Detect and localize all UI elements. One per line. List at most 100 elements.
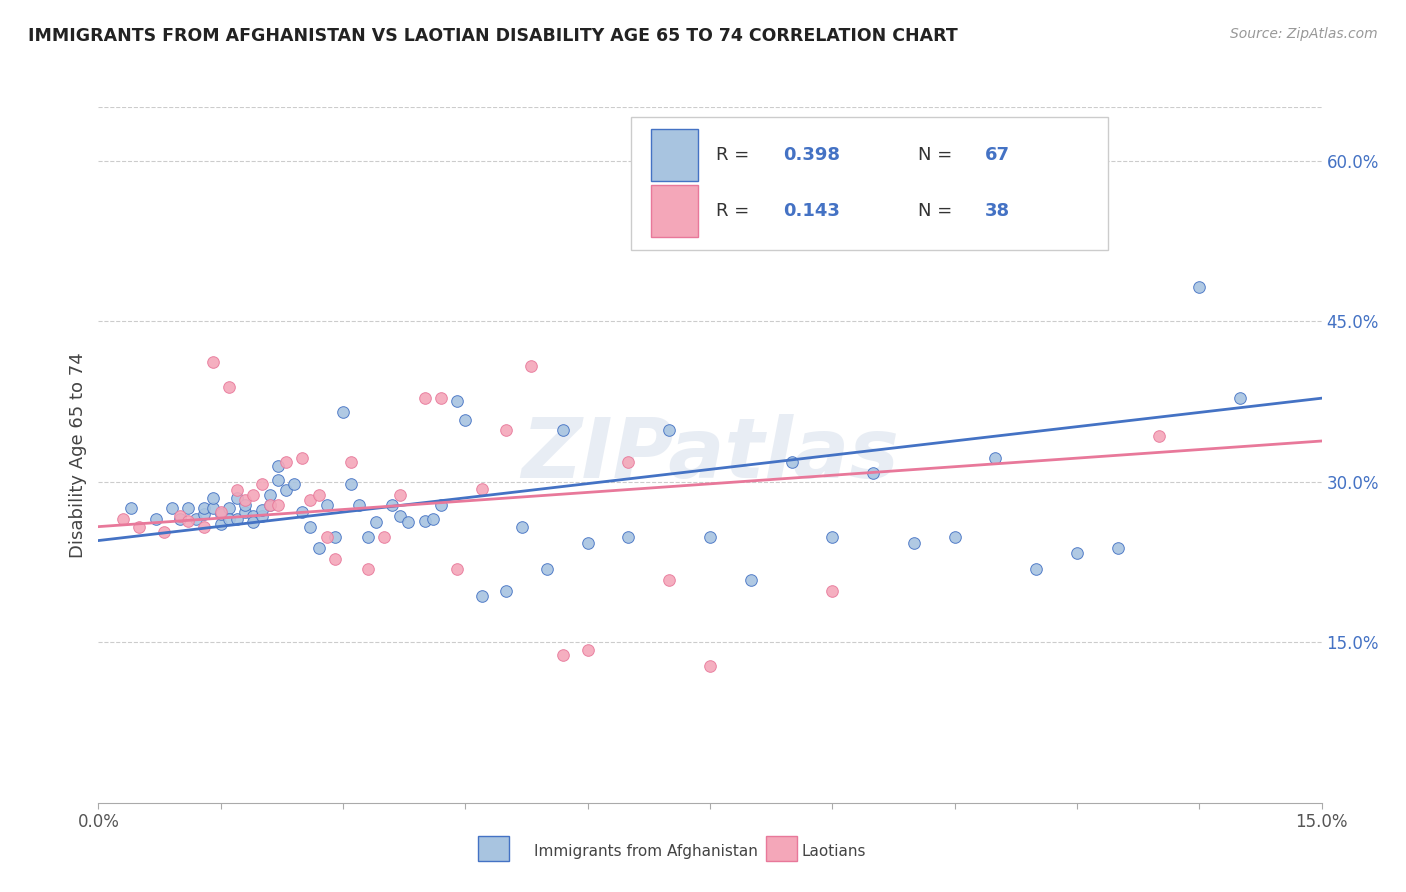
Point: [233, 492, 256, 507]
Bar: [651, 129, 697, 181]
Point: [209, 517, 232, 532]
Text: 67: 67: [986, 146, 1011, 164]
Point: [553, 423, 575, 437]
Point: [259, 498, 281, 512]
Point: [430, 391, 453, 405]
Point: [242, 508, 264, 523]
Point: [315, 498, 337, 512]
Point: [177, 514, 200, 528]
Point: [291, 505, 314, 519]
Point: [862, 466, 884, 480]
Point: [780, 455, 803, 469]
Point: [145, 512, 167, 526]
Point: [259, 487, 281, 501]
Point: [193, 519, 215, 533]
Point: [283, 476, 305, 491]
Point: [274, 483, 297, 498]
Point: [699, 658, 721, 673]
Text: R =: R =: [716, 202, 749, 220]
Text: Source: ZipAtlas.com: Source: ZipAtlas.com: [1230, 27, 1378, 41]
Text: IMMIGRANTS FROM AFGHANISTAN VS LAOTIAN DISABILITY AGE 65 TO 74 CORRELATION CHART: IMMIGRANTS FROM AFGHANISTAN VS LAOTIAN D…: [28, 27, 957, 45]
Point: [658, 423, 681, 437]
Text: 0.143: 0.143: [783, 202, 841, 220]
Point: [120, 501, 142, 516]
Point: [160, 501, 183, 516]
Point: [308, 541, 330, 555]
Point: [471, 589, 494, 603]
Text: Laotians: Laotians: [801, 845, 866, 859]
Point: [356, 530, 378, 544]
Point: [340, 455, 363, 469]
Point: [446, 394, 468, 409]
Point: [201, 501, 224, 516]
FancyBboxPatch shape: [630, 118, 1108, 250]
Point: [169, 508, 191, 523]
Bar: [651, 185, 697, 237]
Point: [495, 423, 517, 437]
Point: [1188, 280, 1211, 294]
Point: [169, 512, 191, 526]
Point: [821, 530, 844, 544]
Point: [177, 501, 200, 516]
Point: [315, 530, 337, 544]
Point: [218, 512, 240, 526]
Point: [308, 487, 330, 501]
Point: [943, 530, 966, 544]
Point: [1107, 541, 1129, 555]
Point: [299, 519, 322, 533]
Point: [193, 501, 215, 516]
Point: [186, 512, 208, 526]
Point: [111, 512, 134, 526]
Point: [226, 483, 249, 498]
Point: [430, 498, 453, 512]
Point: [233, 505, 256, 519]
Point: [250, 476, 273, 491]
Point: [299, 492, 322, 507]
Point: [323, 530, 346, 544]
Point: [267, 473, 290, 487]
Point: [1066, 546, 1088, 560]
Point: [356, 562, 378, 576]
Point: [373, 530, 395, 544]
Point: [576, 535, 599, 549]
Text: R =: R =: [716, 146, 749, 164]
Point: [233, 498, 256, 512]
Point: [274, 455, 297, 469]
Point: [413, 391, 436, 405]
Text: 0.398: 0.398: [783, 146, 841, 164]
Point: [349, 498, 371, 512]
Point: [201, 491, 224, 505]
Point: [1025, 562, 1047, 576]
Point: [128, 519, 150, 533]
Text: ZIPatlas: ZIPatlas: [522, 415, 898, 495]
Point: [250, 508, 273, 523]
Point: [1229, 391, 1251, 405]
Point: [381, 498, 404, 512]
Point: [617, 530, 640, 544]
Point: [658, 573, 681, 587]
Text: Immigrants from Afghanistan: Immigrants from Afghanistan: [534, 845, 758, 859]
Point: [209, 507, 232, 521]
Point: [226, 491, 249, 505]
Point: [364, 516, 387, 530]
Text: N =: N =: [918, 202, 952, 220]
Point: [226, 512, 249, 526]
Point: [553, 648, 575, 662]
Point: [250, 502, 273, 516]
Point: [396, 516, 419, 530]
Point: [193, 507, 215, 521]
Point: [218, 501, 240, 516]
Point: [903, 535, 925, 549]
Point: [821, 583, 844, 598]
Point: [152, 524, 174, 539]
Point: [495, 583, 517, 598]
Point: [267, 458, 290, 473]
Point: [323, 551, 346, 566]
Point: [413, 514, 436, 528]
Point: [218, 380, 240, 394]
Point: [267, 498, 290, 512]
Point: [471, 482, 494, 496]
Point: [699, 530, 721, 544]
Point: [291, 451, 314, 466]
Point: [242, 516, 264, 530]
